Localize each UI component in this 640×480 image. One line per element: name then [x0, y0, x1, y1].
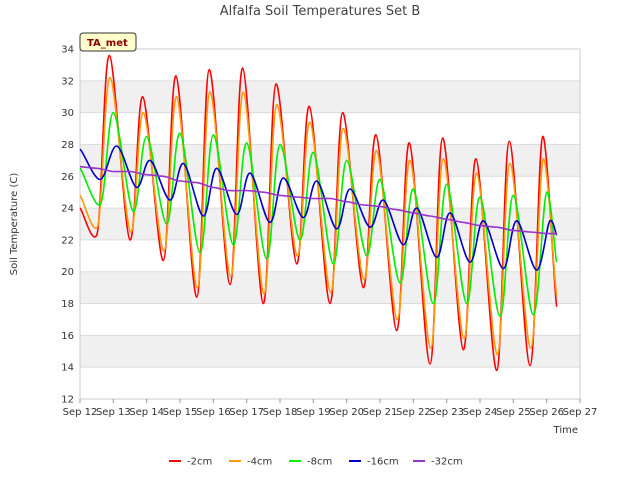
- y-tick-label: 20: [61, 267, 74, 278]
- x-tick-label: Sep 16: [196, 407, 231, 418]
- plot-band: [80, 144, 580, 177]
- y-tick-label: 14: [61, 363, 74, 374]
- legend: -2cm -4cm -8cm -16cm -32cm: [169, 457, 463, 468]
- x-tick-label: Sep 23: [429, 407, 464, 418]
- x-axis-label: Time: [553, 425, 578, 436]
- x-tick-label: Sep 20: [329, 407, 364, 418]
- y-tick-label: 32: [61, 76, 74, 87]
- x-tick-label: Sep 26: [529, 407, 564, 418]
- chart-title: Alfalfa Soil Temperatures Set B: [220, 4, 421, 19]
- x-tick-label: Sep 12: [63, 407, 98, 418]
- x-tick-label: Sep 24: [463, 407, 498, 418]
- x-tick-label: Sep 14: [129, 407, 164, 418]
- ta-met-badge-box: [79, 32, 137, 52]
- x-tick-label: Sep 19: [296, 407, 331, 418]
- x-tick-label: Sep 13: [96, 407, 131, 418]
- legend-label: -16cm: [367, 457, 399, 468]
- y-tick-label: 22: [61, 235, 74, 246]
- series-line-8cm: [79, 111, 558, 318]
- legend-label: -4cm: [247, 457, 272, 468]
- y-tick-label: 24: [61, 204, 74, 215]
- series-line-16cm: [79, 145, 558, 271]
- plot-bands: [80, 80, 580, 368]
- y-tick-label: 26: [61, 172, 74, 183]
- x-tick-label: Sep 27: [563, 407, 598, 418]
- legend-label: -32cm: [431, 457, 463, 468]
- x-tick-label: Sep 22: [396, 407, 431, 418]
- legend-label: -8cm: [307, 457, 332, 468]
- plot-frame: [79, 48, 581, 400]
- plot-band: [80, 80, 580, 113]
- legend-label: -2cm: [187, 457, 212, 468]
- x-tick-label: Sep 17: [229, 407, 264, 418]
- plot-band: [80, 271, 580, 304]
- y-tick-label: 18: [61, 299, 74, 310]
- series-layer: [79, 54, 558, 372]
- x-tick-label: Sep 15: [163, 407, 198, 418]
- plot-band: [80, 335, 580, 368]
- y-tick-label: 28: [61, 140, 74, 151]
- x-tick-label: Sep 21: [363, 407, 398, 418]
- y-axis-label: Soil Temperature (C): [9, 173, 20, 276]
- y-tick-label: 34: [61, 45, 74, 56]
- y-tick-label: 16: [61, 331, 74, 342]
- ta-met-badge: TA_met: [79, 32, 137, 52]
- x-tick-label: Sep 25: [496, 407, 531, 418]
- x-tick-label: Sep 18: [263, 407, 298, 418]
- y-tick-label: 30: [61, 108, 74, 119]
- y-tick-label: 12: [61, 395, 74, 406]
- y-axis: 12 14 16 18 20 22 24 26 28 30 32 34: [61, 45, 74, 406]
- ta-met-badge-label: TA_met: [87, 38, 128, 49]
- series-line-32cm: [79, 165, 557, 235]
